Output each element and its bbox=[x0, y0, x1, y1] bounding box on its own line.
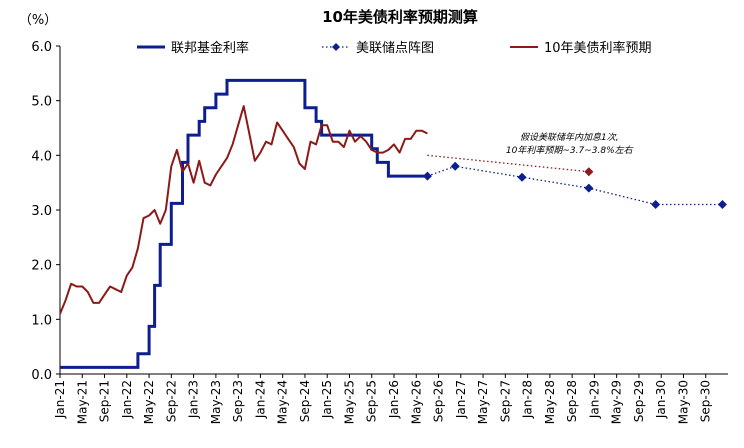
x-tick-label: Jan-29 bbox=[587, 380, 601, 419]
dot-plot-point bbox=[450, 161, 460, 171]
series-fed-funds-rate-line bbox=[60, 78, 428, 369]
chart-title: 10年美债利率预期测算 bbox=[322, 8, 478, 26]
y-axis-unit: （%） bbox=[19, 13, 57, 28]
legend-item: 美联储点阵图 bbox=[322, 41, 434, 56]
y-tick-label: 1.0 bbox=[31, 313, 52, 328]
dot-plot-point bbox=[517, 172, 527, 182]
x-tick-label: Sep-30 bbox=[699, 380, 713, 422]
y-tick-label: 2.0 bbox=[31, 259, 52, 274]
x-tick-label: Sep-25 bbox=[365, 380, 379, 422]
y-tick-label: 3.0 bbox=[31, 204, 52, 219]
annotation: 假设美联储年内加息1次, 10年利率预期~3.7~3.8%左右 bbox=[506, 132, 634, 156]
series-dot-plot-line bbox=[427, 165, 723, 206]
x-tick-label: May-24 bbox=[276, 380, 290, 424]
x-tick-label: May-21 bbox=[75, 380, 89, 424]
x-tick-label: Sep-21 bbox=[98, 380, 112, 422]
x-tick-label: Jan-26 bbox=[387, 380, 401, 419]
series-forecast-line bbox=[427, 154, 589, 173]
x-tick-label: Sep-26 bbox=[432, 380, 446, 422]
y-tick-label: 4.0 bbox=[31, 149, 52, 164]
x-tick-label: Sep-29 bbox=[632, 380, 646, 422]
x-tick-label: May-23 bbox=[209, 380, 223, 424]
x-tick-label: Jan-27 bbox=[454, 380, 468, 419]
dot-plot-point bbox=[422, 171, 432, 181]
legend-item: 10年美债利率预期 bbox=[510, 40, 652, 56]
dot-plot-point bbox=[584, 183, 594, 193]
x-tick-label: Jan-24 bbox=[253, 380, 267, 419]
legend-label: 10年美债利率预期 bbox=[544, 40, 652, 56]
y-tick-label: 5.0 bbox=[31, 95, 52, 110]
y-tick-label: 0.0 bbox=[31, 368, 52, 383]
x-tick-label: Sep-24 bbox=[298, 380, 312, 422]
x-tick-label: Jan-25 bbox=[320, 380, 334, 419]
x-tick-label: Sep-23 bbox=[231, 380, 245, 422]
x-tick-label: Sep-22 bbox=[164, 380, 178, 422]
x-tick-label: May-27 bbox=[476, 380, 490, 424]
x-tick-label: Jan-30 bbox=[654, 380, 668, 419]
dot-plot-point bbox=[651, 200, 661, 210]
x-tick-label: May-28 bbox=[543, 380, 557, 424]
annotation-text: 假设美联储年内加息1次, bbox=[520, 132, 619, 143]
annotation-text: 10年利率预期~3.7~3.8%左右 bbox=[506, 145, 634, 156]
forecast-point bbox=[584, 167, 594, 177]
dot-plot-point bbox=[717, 200, 727, 210]
x-tick-label: May-29 bbox=[610, 380, 624, 424]
y-tick-label: 6.0 bbox=[31, 40, 52, 55]
legend-label: 联邦基金利率 bbox=[171, 40, 249, 56]
legend: 联邦基金利率 美联储点阵图 10年美债利率预期 bbox=[137, 40, 652, 56]
x-tick-label: Sep-27 bbox=[498, 380, 512, 422]
x-tick-label: Jan-28 bbox=[521, 380, 535, 419]
series-10y-yield-line bbox=[59, 105, 428, 315]
legend-marker bbox=[332, 43, 340, 51]
x-tick-label: May-25 bbox=[342, 380, 356, 424]
x-tick-label: May-22 bbox=[142, 380, 156, 424]
x-tick-label: Sep-28 bbox=[565, 380, 579, 422]
plot-layer: 0.0 1.0 2.0 3.0 4.0 5.0 6.0 Jan-21 May-21 Sep-21 J… bbox=[31, 40, 728, 424]
x-tick-label: Jan-22 bbox=[120, 380, 134, 419]
legend-label: 美联储点阵图 bbox=[356, 41, 434, 56]
x-tick-label: Jan-21 bbox=[53, 380, 67, 419]
x-tick-label: Jan-23 bbox=[187, 380, 201, 419]
legend-item: 联邦基金利率 bbox=[137, 40, 249, 56]
x-tick-label: May-26 bbox=[409, 380, 423, 424]
x-tick-label: May-30 bbox=[676, 380, 690, 424]
